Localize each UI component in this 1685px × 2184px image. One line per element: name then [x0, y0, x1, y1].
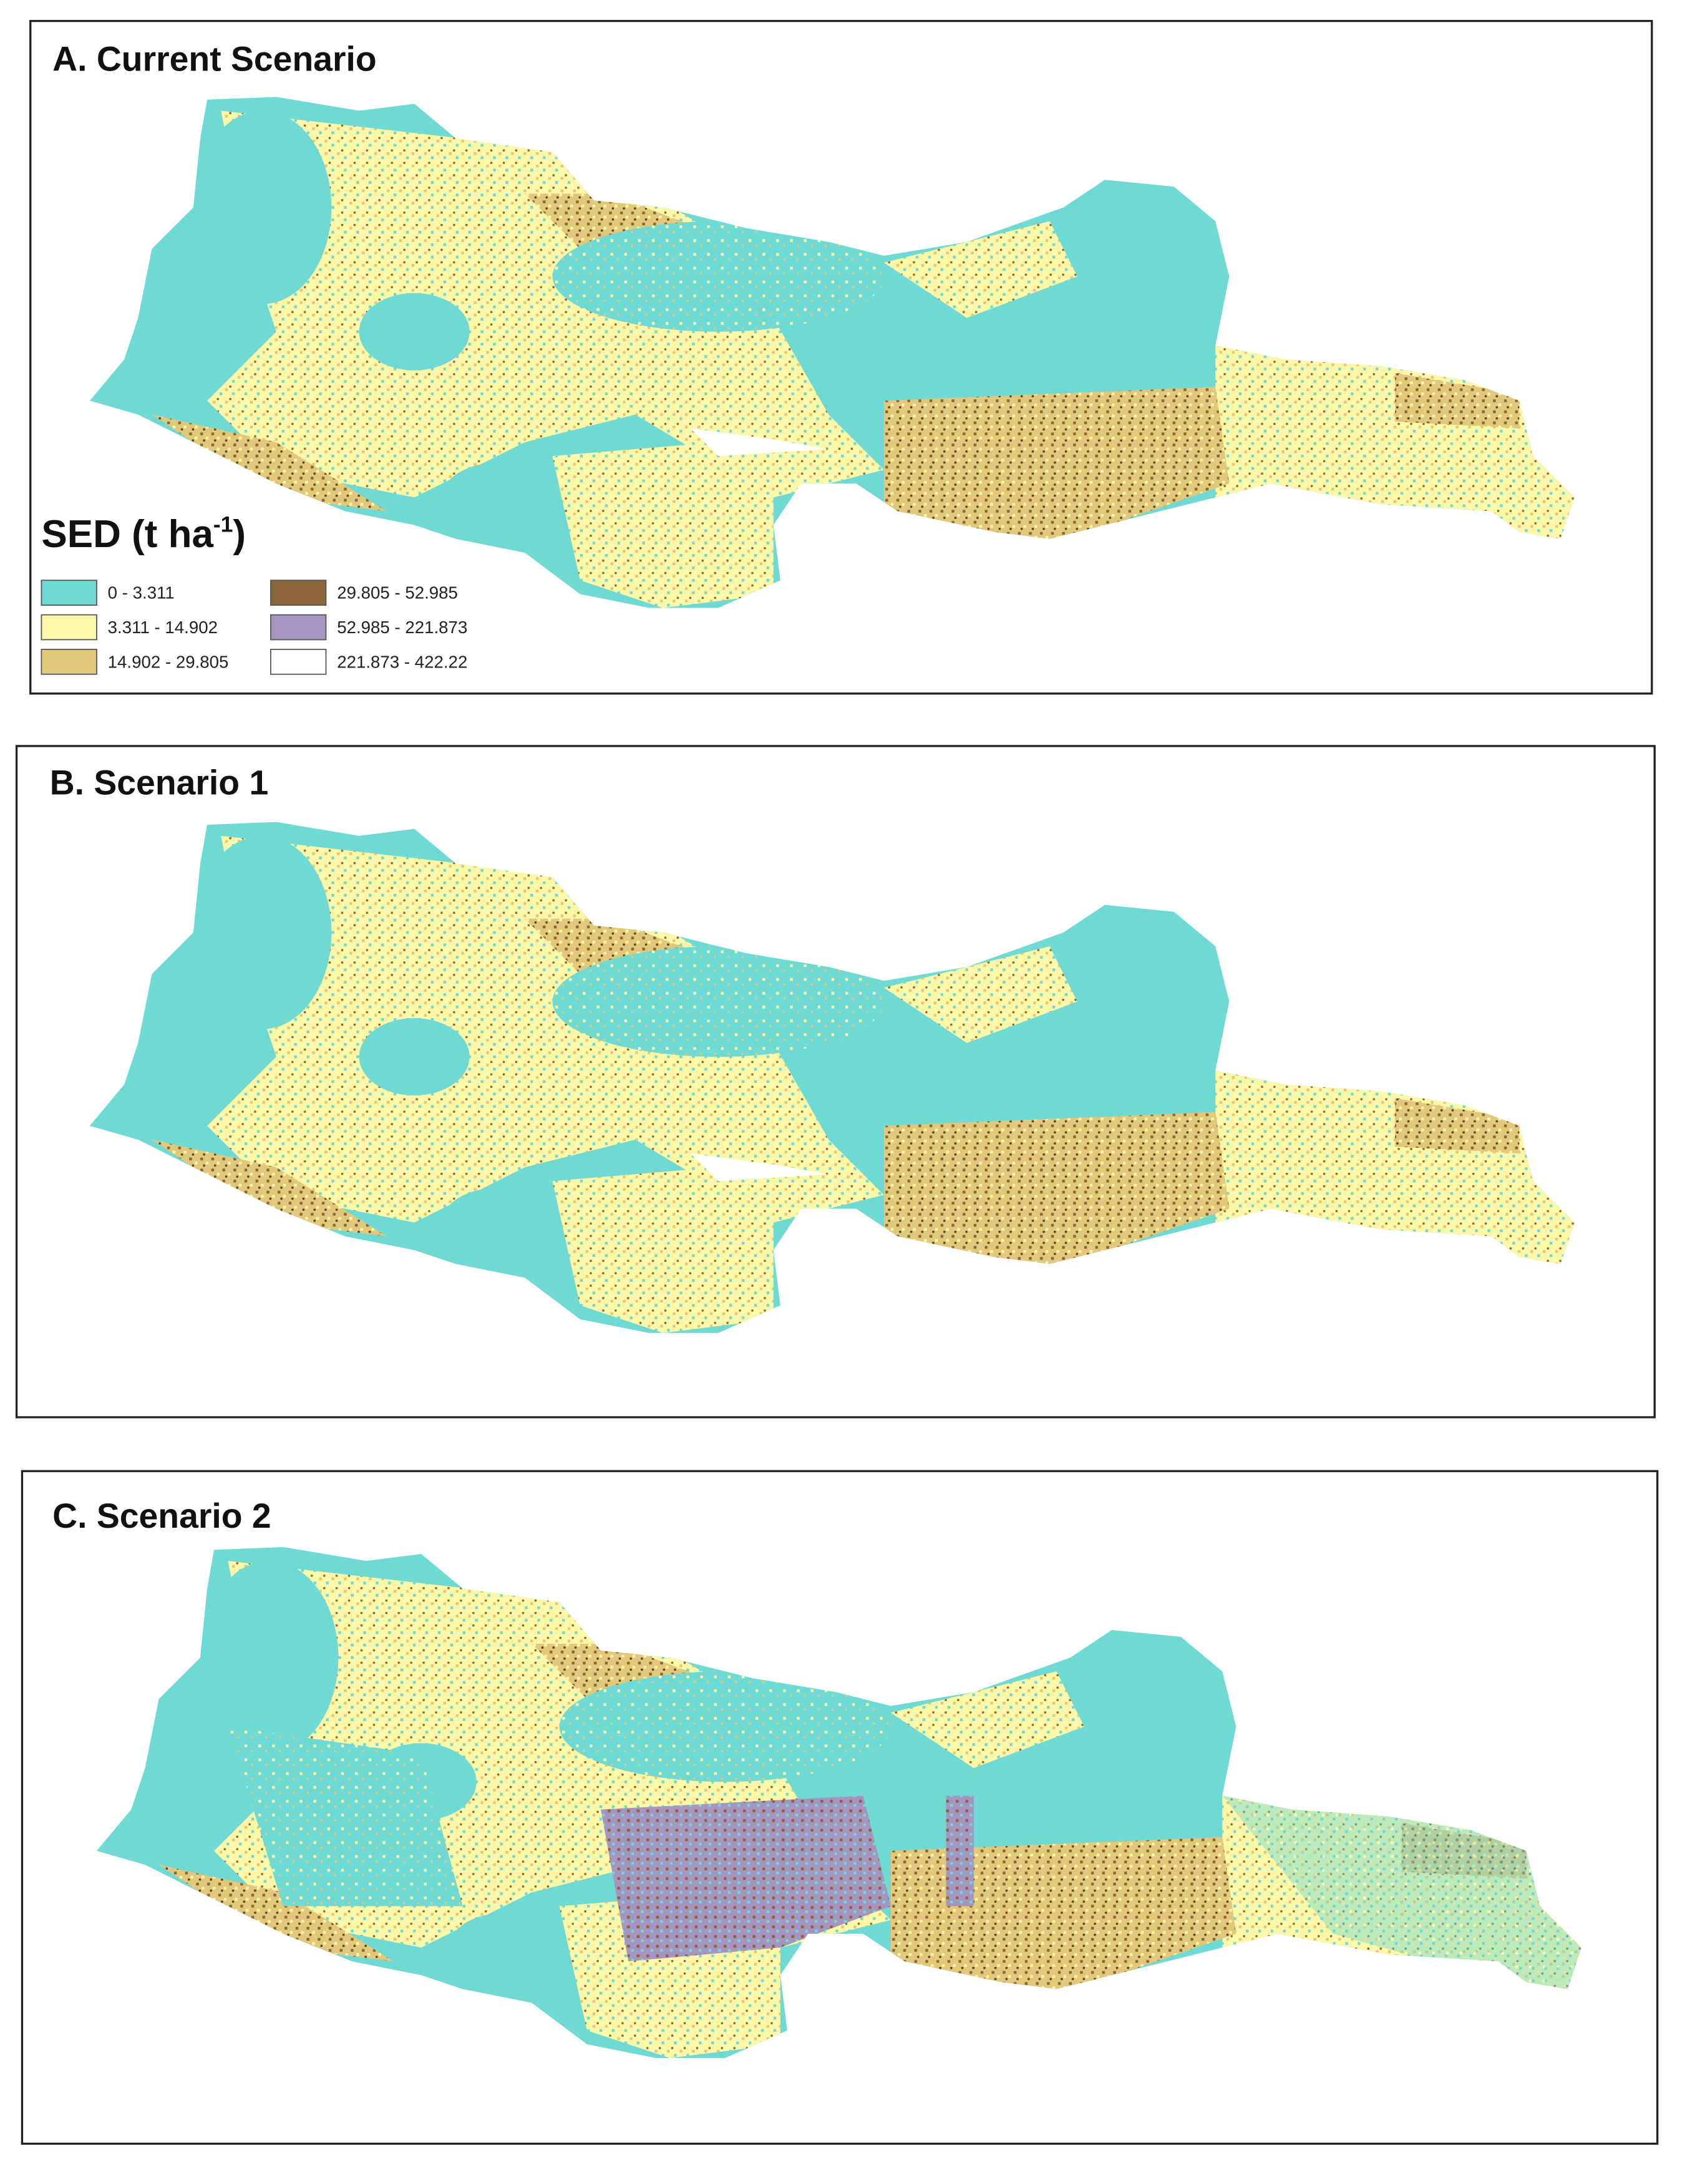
- legend-title-superscript: -1: [213, 512, 233, 537]
- legend-title-end: ): [233, 513, 246, 556]
- panel-title: A. Current Scenario: [52, 39, 377, 78]
- legend-swatch: [41, 580, 97, 606]
- legend-swatch: [270, 614, 327, 641]
- legend-swatch: [270, 649, 327, 675]
- panel-title: C. Scenario 2: [52, 1497, 271, 1535]
- legend-label: 29.805 - 52.985: [337, 583, 458, 603]
- legend-label: 221.873 - 422.22: [337, 652, 467, 671]
- legend-swatch: [41, 649, 97, 675]
- basin-map: [76, 1533, 1595, 2086]
- legend: 0 - 3.311 3.311 - 14.902 14.902 - 29.805 29…: [41, 580, 467, 675]
- legend-title-text: SED (t ha: [41, 513, 213, 556]
- legend-label: 0 - 3.311: [108, 583, 175, 603]
- legend-swatch: [270, 580, 327, 606]
- legend-label: 14.902 - 29.805: [108, 652, 229, 671]
- legend-swatch: [41, 614, 97, 641]
- legend-label: 3.311 - 14.902: [108, 618, 218, 637]
- legend-title: SED (t ha-1): [41, 512, 246, 556]
- panel-title: B. Scenario 1: [50, 763, 269, 802]
- legend-label: 52.985 - 221.873: [337, 618, 467, 637]
